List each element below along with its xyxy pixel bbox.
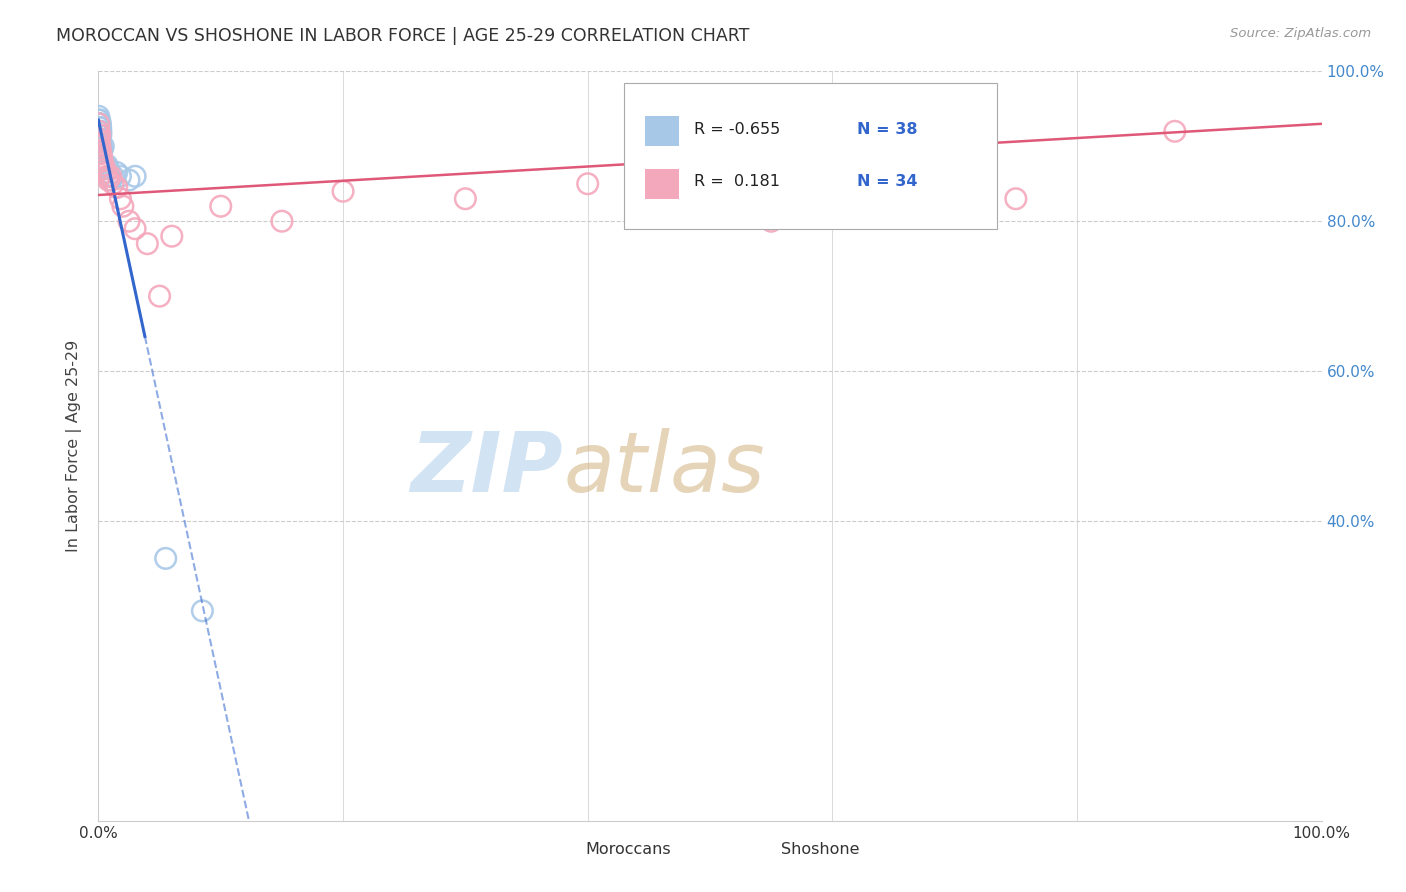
Point [91,158,114,172]
Point [93,161,115,176]
Point [97,173,120,187]
Point [89,139,111,153]
Text: R = -0.655: R = -0.655 [695,121,780,136]
Point [105,165,128,179]
Point [209,199,232,213]
Point [1164,124,1187,138]
Y-axis label: In Labor Force | Age 25-29: In Labor Force | Age 25-29 [66,340,83,552]
Point [89,120,111,135]
Point [149,289,172,303]
Point [91,154,114,169]
Text: Moroccans: Moroccans [585,842,671,856]
Bar [734,838,769,862]
Point [124,169,146,184]
Point [96,158,118,172]
Text: Source: ZipAtlas.com: Source: ZipAtlas.com [1230,27,1371,40]
Point [94,165,117,179]
Point [883,161,905,176]
Point [98,169,121,184]
Point [89,128,111,142]
Point [89,117,111,131]
Point [90,139,112,153]
Point [89,139,111,153]
Point [89,132,111,146]
Point [90,151,112,165]
Point [454,192,477,206]
Point [90,128,112,142]
Point [160,229,183,244]
Point [155,551,177,566]
Point [89,132,111,146]
Point [110,192,132,206]
Point [87,124,110,138]
Point [111,199,134,213]
Point [93,158,115,172]
Point [87,109,110,123]
Point [110,169,132,184]
Point [89,128,111,142]
Point [89,143,111,157]
Point [332,184,354,198]
Bar [645,169,679,199]
Point [90,146,112,161]
Point [105,180,128,194]
Point [96,169,118,184]
Point [1004,192,1026,206]
Point [91,161,114,176]
Point [87,113,110,128]
Point [89,139,111,153]
Point [87,124,110,138]
Point [136,236,159,251]
Text: ZIP: ZIP [411,428,564,509]
Bar [538,838,574,862]
Point [100,169,122,184]
Point [270,214,294,228]
Point [94,165,117,179]
Text: N = 38: N = 38 [856,121,917,136]
Point [89,128,111,142]
Point [89,136,111,150]
Text: atlas: atlas [564,428,765,509]
Point [87,117,110,131]
Bar [645,116,679,146]
Point [124,221,146,235]
Point [101,169,124,184]
Text: R =  0.181: R = 0.181 [695,174,780,189]
Point [91,158,114,172]
Text: N = 34: N = 34 [856,174,917,189]
FancyBboxPatch shape [624,83,997,228]
Point [91,139,114,153]
Point [89,113,111,128]
Point [90,120,112,135]
Point [90,143,112,157]
Point [91,154,114,169]
Point [91,143,114,157]
Point [89,132,111,146]
Point [118,173,141,187]
Point [87,117,110,131]
Point [89,117,111,131]
Point [191,604,214,618]
Point [90,124,112,138]
Point [101,177,124,191]
Point [761,214,783,228]
Point [118,214,141,228]
Text: Shoshone: Shoshone [780,842,859,856]
Point [100,173,122,187]
Point [97,161,120,176]
Text: MOROCCAN VS SHOSHONE IN LABOR FORCE | AGE 25-29 CORRELATION CHART: MOROCCAN VS SHOSHONE IN LABOR FORCE | AG… [56,27,749,45]
Point [90,154,112,169]
Point [576,177,599,191]
